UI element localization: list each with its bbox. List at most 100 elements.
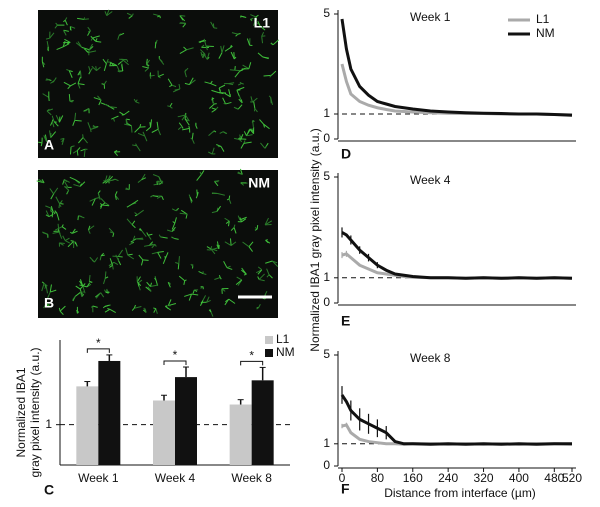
cell-process — [45, 37, 50, 40]
cell-process — [264, 145, 268, 149]
cell-process — [125, 247, 129, 256]
cell-process — [48, 79, 52, 81]
cell-process — [191, 139, 195, 144]
cell-process — [203, 273, 207, 275]
cell-process — [156, 180, 160, 184]
cell-process — [142, 131, 146, 137]
cell-process — [114, 149, 118, 153]
cell-process — [210, 83, 217, 87]
cell-process — [151, 128, 159, 133]
cell-process — [79, 279, 84, 287]
cell-process — [56, 213, 60, 221]
cell-process — [174, 217, 177, 224]
cell-process — [102, 58, 107, 65]
cell-process — [131, 220, 136, 225]
cell-process — [136, 145, 141, 152]
cell-process — [240, 99, 243, 104]
cell-process — [158, 58, 165, 65]
cell-process — [146, 59, 151, 66]
cell-process — [62, 40, 66, 47]
cell-process — [42, 231, 48, 235]
cell-process — [237, 104, 243, 110]
cell-process — [184, 82, 190, 86]
cell-process — [211, 89, 219, 93]
cell-process — [254, 108, 258, 113]
cell-process — [235, 279, 243, 285]
cell-process — [141, 230, 147, 237]
cell-process — [265, 260, 273, 264]
cell-process — [59, 242, 65, 245]
cell-process — [198, 271, 204, 275]
cell-process — [77, 17, 85, 20]
cell-process — [181, 114, 186, 121]
bar — [153, 400, 175, 465]
cell-process — [64, 181, 69, 188]
cell-process — [52, 231, 60, 234]
cell-process — [88, 229, 91, 234]
cell-process — [256, 307, 259, 310]
cell-process — [79, 183, 83, 187]
cell-process — [167, 105, 171, 107]
x-tick-label: Week 1 — [78, 471, 119, 485]
cell-process — [88, 275, 91, 282]
cell-process — [162, 258, 166, 265]
cell-process — [95, 38, 98, 42]
cell-process — [263, 123, 270, 130]
x-tick-label: 240 — [438, 471, 458, 485]
cell-process — [92, 35, 100, 39]
cell-process — [38, 178, 45, 184]
cell-process — [121, 58, 128, 61]
y-tick-label: 0 — [323, 295, 330, 309]
cell-process — [184, 71, 187, 78]
cell-process — [189, 196, 193, 202]
cell-process — [158, 73, 164, 77]
cell-process — [217, 192, 225, 196]
significance-bracket — [163, 360, 187, 366]
cell-process — [41, 61, 45, 68]
cell-process — [87, 122, 92, 130]
x-tick-label: Week 4 — [155, 471, 196, 485]
cell-process — [237, 33, 241, 35]
cell-process — [153, 13, 160, 17]
cell-process — [67, 85, 71, 90]
cell-process — [99, 255, 102, 261]
cell-process — [115, 178, 119, 182]
cell-process — [151, 251, 158, 255]
cell-process — [195, 195, 198, 199]
cell-process — [257, 266, 263, 271]
cells-a — [38, 9, 279, 158]
cell-process — [264, 217, 269, 226]
cell-process — [63, 19, 66, 23]
cell-process — [216, 205, 221, 212]
cell-process — [188, 194, 191, 198]
cell-process — [59, 200, 63, 205]
cell-process — [70, 240, 74, 242]
cell-process — [45, 303, 52, 308]
cell-process — [246, 38, 251, 46]
annotation: * — [249, 349, 254, 363]
cell-process — [64, 186, 70, 191]
cell-process — [165, 305, 169, 310]
cell-process — [78, 137, 84, 144]
cell-process — [257, 276, 260, 280]
cell-process — [50, 210, 58, 214]
cell-process — [93, 97, 102, 101]
cell-process — [100, 204, 103, 209]
cell-process — [150, 195, 153, 198]
cell-process — [55, 226, 63, 231]
cell-process — [218, 84, 226, 89]
cell-process — [87, 225, 91, 231]
cell-process — [91, 259, 95, 263]
cell-process — [53, 121, 59, 127]
cell-process — [49, 32, 55, 39]
cell-process — [100, 102, 106, 105]
cell-process — [95, 66, 97, 71]
cell-process — [129, 242, 133, 246]
cell-process — [90, 129, 92, 133]
cell-process — [86, 50, 89, 53]
cell-process — [51, 115, 55, 122]
cell-process — [237, 171, 243, 175]
cell-process — [143, 307, 147, 313]
legend-label: L1 — [276, 332, 290, 346]
cell-process — [81, 291, 84, 297]
